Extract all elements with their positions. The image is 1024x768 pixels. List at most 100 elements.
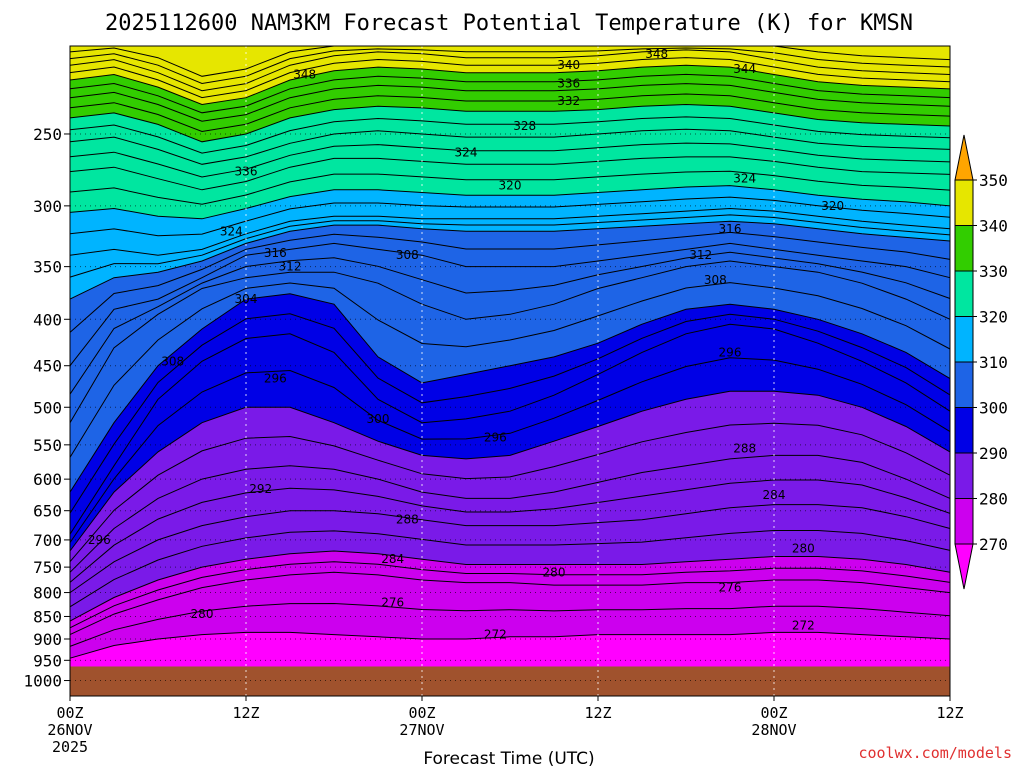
contour-label: 336 — [235, 165, 258, 179]
contour-label: 312 — [279, 260, 302, 274]
chart-title: 2025112600 NAM3KM Forecast Potential Tem… — [105, 11, 913, 36]
x-tick-year: 2025 — [52, 738, 88, 756]
surface-terrain — [70, 666, 950, 696]
colorbar-segment — [954, 498, 974, 545]
y-tick-label: 550 — [33, 436, 62, 455]
colorbar-label: 320 — [979, 308, 1008, 327]
x-tick-label: 00Z — [760, 704, 787, 722]
fill-band-316 — [70, 185, 950, 256]
contour-label: 272 — [792, 619, 815, 633]
contour-274 — [69, 602, 951, 647]
colorbar-label: 290 — [979, 444, 1008, 463]
fill-band-284 — [70, 455, 950, 593]
contour-label: 344 — [733, 62, 756, 76]
contour-label: 320 — [499, 179, 522, 193]
plot-frame — [69, 45, 951, 697]
colorbar-label: 280 — [979, 490, 1008, 509]
x-tick-date: 28NOV — [751, 721, 796, 739]
contour-label: 348 — [645, 47, 668, 61]
contour-label: 308 — [161, 354, 184, 368]
contour-310 — [69, 231, 951, 333]
contour-280 — [69, 550, 951, 622]
y-tick-label: 350 — [33, 258, 62, 277]
contour-314 — [69, 214, 951, 278]
y-tick-label: 1000 — [23, 672, 62, 691]
x-tick-label: 12Z — [584, 704, 611, 722]
colorbar-label: 350 — [979, 171, 1008, 190]
contour-282 — [69, 530, 951, 608]
y-tick-label: 400 — [33, 310, 62, 329]
colorbar-top-arrow — [954, 134, 974, 181]
colorbar-label: 300 — [979, 399, 1008, 418]
contour-line-layer — [69, 45, 951, 659]
contour-label: 308 — [704, 273, 727, 287]
fill-band-340 — [70, 49, 950, 105]
y-axis: 250 300 350 400 450 500 550 600 650 700 750 800 850 9… — [23, 125, 70, 691]
y-tick-label: 450 — [33, 357, 62, 376]
contour-298 — [69, 313, 951, 514]
contour-label: 328 — [513, 119, 536, 133]
contour-label: 284 — [763, 488, 786, 502]
fill-band-320 — [70, 156, 950, 219]
y-tick-label: 800 — [33, 584, 62, 603]
contour-label: 312 — [689, 248, 712, 262]
colorbar-label: 330 — [979, 262, 1008, 281]
colorbar-segment — [954, 452, 974, 499]
colorbar: 350 340 330 320 310 300 290 280 270 — [954, 134, 1008, 590]
y-tick-label: 650 — [33, 502, 62, 521]
contour-320 — [69, 185, 951, 220]
contour-330 — [69, 116, 951, 154]
fill-band-292 — [70, 324, 950, 551]
y-tick-label: 750 — [33, 558, 62, 577]
contour-342 — [69, 57, 951, 99]
x-tick-label: 00Z — [408, 704, 435, 722]
contour-276 — [69, 571, 951, 636]
y-tick-label: 850 — [33, 607, 62, 626]
y-tick-label: 500 — [33, 398, 62, 417]
fill-band-300 — [70, 261, 950, 493]
colorbar-segment — [954, 179, 974, 226]
x-tick-date: 26NOV — [47, 721, 92, 739]
x-tick-label: 00Z — [56, 704, 83, 722]
fill-band-308 — [70, 221, 950, 366]
contour-label: 316 — [719, 222, 742, 236]
fill-band-272 — [70, 572, 950, 659]
contour-label: 292 — [249, 482, 272, 496]
contour-label: 316 — [264, 246, 287, 260]
fill-band-348 — [70, 46, 950, 77]
contour-326 — [69, 142, 951, 178]
contour-label: 272 — [484, 628, 507, 642]
y-tick-label: 900 — [33, 630, 62, 649]
credit-link[interactable]: coolwx.com/models — [858, 744, 1012, 762]
contour-label: 336 — [557, 77, 580, 91]
contour-316 — [69, 207, 951, 256]
contour-label: 296 — [264, 372, 287, 386]
x-axis-label: Forecast Time (UTC) — [423, 749, 594, 768]
contour-label: 276 — [719, 581, 742, 595]
contour-288 — [69, 454, 951, 573]
contour-label-layer: 348 348 344 340 336 332 328 324 336 320 324 320 324 3… — [88, 47, 844, 642]
contour-290 — [69, 422, 951, 563]
contour-304 — [69, 260, 951, 423]
fill-band-344 — [70, 46, 950, 91]
contour-label: 288 — [396, 513, 419, 527]
y-tick-label: 700 — [33, 531, 62, 550]
contour-label: 296 — [484, 431, 507, 445]
contour-340 — [69, 64, 951, 106]
contour-306 — [69, 251, 951, 395]
colorbar-segment — [954, 316, 974, 363]
contour-284 — [69, 504, 951, 594]
contour-label: 324 — [733, 172, 756, 186]
contour-334 — [69, 93, 951, 133]
fill-band-276 — [70, 551, 950, 635]
x-tick-date: 27NOV — [399, 721, 444, 739]
colorbar-segment — [954, 225, 974, 272]
colorbar-segment — [954, 407, 974, 454]
colorbar-label: 310 — [979, 353, 1008, 372]
x-tick-label: 12Z — [232, 704, 259, 722]
contour-302 — [69, 282, 951, 458]
contour-328 — [69, 128, 951, 165]
contour-344 — [69, 49, 951, 92]
contour-294 — [69, 357, 951, 543]
